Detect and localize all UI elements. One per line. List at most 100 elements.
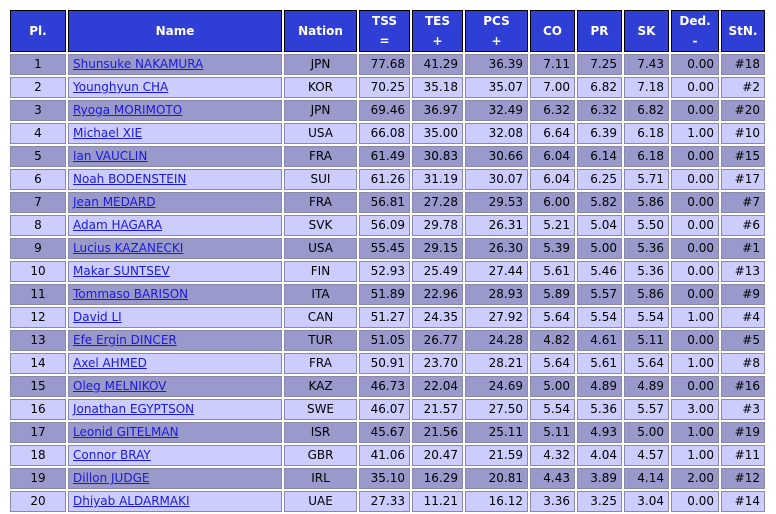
skater-name-link[interactable]: Jean MEDARD (73, 195, 156, 209)
pr-cell: 5.61 (577, 353, 622, 374)
skater-name-cell: Axel AHMED (68, 353, 282, 374)
skater-name-link[interactable]: Noah BODENSTEIN (73, 172, 187, 186)
deductions-cell: 0.00 (671, 215, 719, 236)
deductions-cell: 0.00 (671, 261, 719, 282)
tes-cell: 25.49 (412, 261, 463, 282)
start-number-cell: #2 (721, 77, 765, 98)
start-number-cell: #1 (721, 238, 765, 259)
nation-cell: FRA (284, 353, 357, 374)
nation-cell: SWE (284, 399, 357, 420)
skater-name-cell: Oleg MELNIKOV (68, 376, 282, 397)
nation-cell: UAE (284, 491, 357, 512)
pr-cell: 6.14 (577, 146, 622, 167)
pcs-cell: 16.12 (465, 491, 528, 512)
place-cell: 18 (10, 445, 66, 466)
header-pcs: PCS + (465, 10, 528, 52)
skater-name-link[interactable]: Dhiyab ALDARMAKI (73, 494, 190, 508)
tss-cell: 51.05 (359, 330, 410, 351)
tss-cell: 51.27 (359, 307, 410, 328)
tes-cell: 26.77 (412, 330, 463, 351)
pcs-cell: 30.66 (465, 146, 528, 167)
pcs-cell: 26.30 (465, 238, 528, 259)
place-cell: 4 (10, 123, 66, 144)
start-number-cell: #12 (721, 468, 765, 489)
co-cell: 7.11 (530, 54, 575, 75)
sk-cell: 5.86 (624, 284, 669, 305)
skater-name-link[interactable]: Axel AHMED (73, 356, 147, 370)
skater-name-link[interactable]: Adam HAGARA (73, 218, 163, 232)
start-number-cell: #10 (721, 123, 765, 144)
header-row: Pl. Name Nation TSS = TES + PCS + CO PR … (10, 10, 765, 52)
skater-name-link[interactable]: Jonathan EGYPTSON (73, 402, 195, 416)
tes-cell: 35.00 (412, 123, 463, 144)
nation-cell: ISR (284, 422, 357, 443)
result-row: 20 Dhiyab ALDARMAKI UAE 27.33 11.21 16.12 3.36… (10, 491, 765, 512)
skater-name-link[interactable]: Younghyun CHA (73, 80, 169, 94)
skater-name-link[interactable]: Connor BRAY (73, 448, 151, 462)
start-number-cell: #11 (721, 445, 765, 466)
deductions-cell: 0.00 (671, 491, 719, 512)
pcs-cell: 26.31 (465, 215, 528, 236)
skater-name-link[interactable]: Lucius KAZANECKI (73, 241, 184, 255)
tes-cell: 29.15 (412, 238, 463, 259)
place-cell: 13 (10, 330, 66, 351)
skater-name-cell: Dhiyab ALDARMAKI (68, 491, 282, 512)
nation-cell: SUI (284, 169, 357, 190)
skater-name-link[interactable]: Ryoga MORIMOTO (73, 103, 183, 117)
skater-name-link[interactable]: Efe Ergin DINCER (73, 333, 177, 347)
tes-cell: 11.21 (412, 491, 463, 512)
deductions-cell: 0.00 (671, 192, 719, 213)
header-pcs-operator: + (491, 34, 502, 48)
pcs-cell: 36.39 (465, 54, 528, 75)
place-cell: 9 (10, 238, 66, 259)
nation-cell: KOR (284, 77, 357, 98)
pr-cell: 4.89 (577, 376, 622, 397)
deductions-cell: 0.00 (671, 284, 719, 305)
header-tes: TES + (412, 10, 463, 52)
pr-cell: 3.25 (577, 491, 622, 512)
skater-name-link[interactable]: Oleg MELNIKOV (73, 379, 167, 393)
result-row: 15 Oleg MELNIKOV KAZ 46.73 22.04 24.69 5.00 4.8… (10, 376, 765, 397)
nation-cell: ITA (284, 284, 357, 305)
header-place: Pl. (10, 10, 66, 52)
place-cell: 11 (10, 284, 66, 305)
result-row: 7 Jean MEDARD FRA 56.81 27.28 29.53 6.00 5.82 5.… (10, 192, 765, 213)
pr-cell: 5.54 (577, 307, 622, 328)
place-cell: 17 (10, 422, 66, 443)
result-row: 14 Axel AHMED FRA 50.91 23.70 28.21 5.64 5.61 5.… (10, 353, 765, 374)
pcs-cell: 25.11 (465, 422, 528, 443)
sk-cell: 6.18 (624, 123, 669, 144)
skater-name-link[interactable]: Tommaso BARISON (73, 287, 189, 301)
start-number-cell: #3 (721, 399, 765, 420)
start-number-cell: #4 (721, 307, 765, 328)
tes-cell: 31.19 (412, 169, 463, 190)
header-sk: SK (624, 10, 669, 52)
header-deductions: Ded. - (671, 10, 719, 52)
skater-name-link[interactable]: Shunsuke NAKAMURA (73, 57, 204, 71)
sk-cell: 7.43 (624, 54, 669, 75)
skater-name-cell: Jean MEDARD (68, 192, 282, 213)
pr-cell: 4.61 (577, 330, 622, 351)
skater-name-cell: Connor BRAY (68, 445, 282, 466)
skater-name-link[interactable]: Leonid GITELMAN (73, 425, 179, 439)
skater-name-link[interactable]: Michael XIE (73, 126, 143, 140)
skater-name-link[interactable]: Makar SUNTSEV (73, 264, 170, 278)
start-number-cell: #20 (721, 100, 765, 121)
pr-cell: 5.46 (577, 261, 622, 282)
nation-cell: CAN (284, 307, 357, 328)
nation-cell: IRL (284, 468, 357, 489)
skater-name-link[interactable]: Ian VAUCLIN (73, 149, 148, 163)
co-cell: 4.43 (530, 468, 575, 489)
result-row: 18 Connor BRAY GBR 41.06 20.47 21.59 4.32 4.04 4… (10, 445, 765, 466)
place-cell: 12 (10, 307, 66, 328)
tes-cell: 16.29 (412, 468, 463, 489)
deductions-cell: 1.00 (671, 422, 719, 443)
tss-cell: 55.45 (359, 238, 410, 259)
skater-name-link[interactable]: David LI (73, 310, 122, 324)
place-cell: 6 (10, 169, 66, 190)
deductions-cell: 1.00 (671, 307, 719, 328)
skater-name-link[interactable]: Dillon JUDGE (73, 471, 150, 485)
header-co: CO (530, 10, 575, 52)
place-cell: 3 (10, 100, 66, 121)
place-cell: 1 (10, 54, 66, 75)
